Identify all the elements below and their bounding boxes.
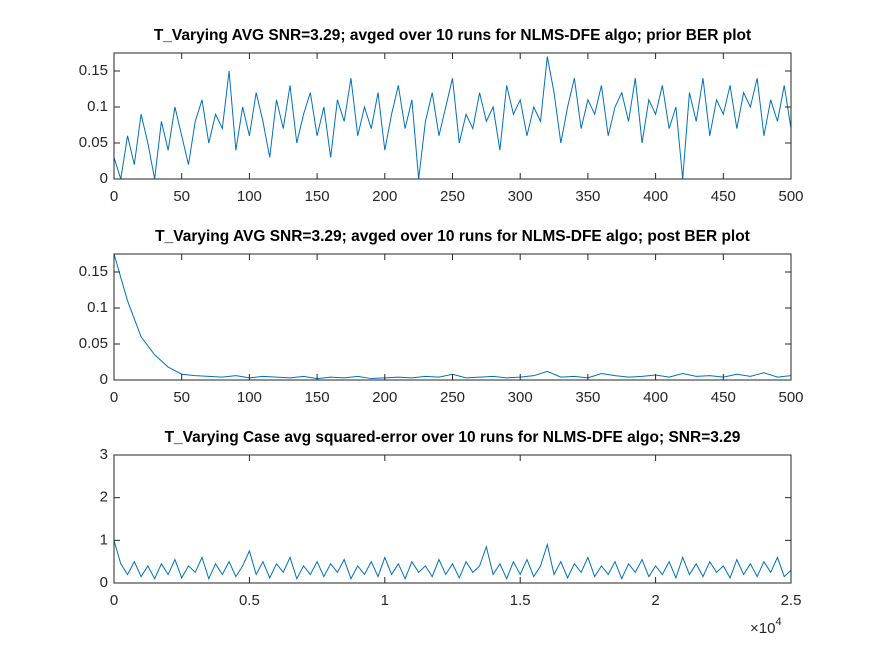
y-tick-label: 0.05 [79, 335, 108, 352]
x-tick-label: 100 [237, 188, 262, 205]
y-tick-label: 0.1 [87, 98, 108, 115]
data-line [114, 56, 791, 179]
x-tick-label: 2.5 [781, 592, 802, 609]
x-tick-label: 200 [372, 188, 397, 205]
plot-area [114, 254, 791, 380]
x-multiplier-base: ×10 [750, 620, 775, 637]
x-tick-label: 1 [381, 592, 389, 609]
x-tick-label: 0 [110, 188, 118, 205]
x-tick-label: 300 [508, 188, 533, 205]
x-tick-label: 200 [372, 389, 397, 406]
x-tick-label: 500 [778, 188, 803, 205]
x-tick-label: 50 [173, 389, 190, 406]
y-tick-label: 0.1 [87, 299, 108, 316]
plot-lines [114, 540, 791, 581]
x-multiplier: ×104 [750, 616, 782, 637]
x-tick-label: 1.5 [510, 592, 531, 609]
x-tick-label: 0.5 [239, 592, 260, 609]
plot-area [114, 455, 791, 583]
axes-box [113, 253, 792, 381]
x-tick-label: 150 [305, 188, 330, 205]
x-tick-label: 350 [575, 389, 600, 406]
y-tick-label: 0.15 [79, 263, 108, 280]
x-tick-label: 400 [643, 389, 668, 406]
x-tick-label: 450 [711, 389, 736, 406]
y-tick-label: 2 [100, 489, 108, 506]
chart-title: T_Varying Case avg squared-error over 10… [165, 429, 741, 446]
x-tick-label: 250 [440, 389, 465, 406]
chart-title: T_Varying AVG SNR=3.29; avged over 10 ru… [154, 27, 751, 44]
x-tick-label: 0 [110, 389, 118, 406]
data-line [114, 540, 791, 581]
x-tick-label: 50 [173, 188, 190, 205]
y-tick-label: 3 [100, 446, 108, 463]
y-tick-label: 0.15 [79, 62, 108, 79]
x-tick-label: 350 [575, 188, 600, 205]
x-tick-label: 400 [643, 188, 668, 205]
x-tick-label: 100 [237, 389, 262, 406]
y-tick-label: 0.05 [79, 134, 108, 151]
x-tick-label: 2 [651, 592, 659, 609]
x-tick-label: 250 [440, 188, 465, 205]
chart-title: T_Varying AVG SNR=3.29; avged over 10 ru… [155, 228, 750, 245]
x-tick-label: 450 [711, 188, 736, 205]
x-tick-label: 500 [778, 389, 803, 406]
y-tick-label: 0 [100, 574, 108, 591]
plot-lines [114, 56, 791, 179]
y-tick-label: 1 [100, 531, 108, 548]
plot-area [114, 53, 791, 179]
y-tick-label: 0 [100, 371, 108, 388]
x-tick-label: 150 [305, 389, 330, 406]
x-tick-label: 300 [508, 389, 533, 406]
axes-box [113, 52, 792, 180]
x-tick-label: 0 [110, 592, 118, 609]
x-multiplier-exponent: 4 [775, 616, 781, 628]
y-tick-label: 0 [100, 170, 108, 187]
axes-box [113, 454, 792, 584]
